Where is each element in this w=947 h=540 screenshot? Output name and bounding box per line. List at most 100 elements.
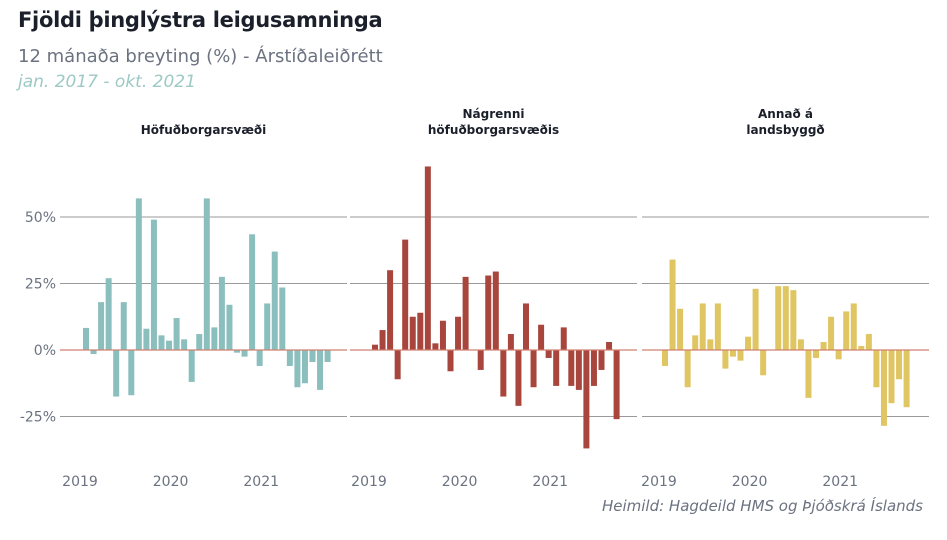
panel-title: Höfuðborgarsvæði [141,123,267,137]
bar [820,342,827,350]
bar [264,303,271,350]
bar [598,350,605,370]
bar [128,350,135,396]
bar [158,335,165,350]
bar [372,344,378,350]
bar [538,324,545,350]
bar [797,339,804,350]
bar [234,350,240,353]
bar [662,350,668,366]
bar [722,350,729,369]
bar [684,350,691,388]
source-note: Heimild: Hagdeild HMS og Þjóðskrá Ísland… [601,497,923,515]
bar [279,287,286,350]
bar [492,271,499,350]
bar [455,316,462,350]
bar [775,286,782,350]
x-tick-label: 2019 [351,474,387,490]
bar [113,350,120,397]
bar [828,316,835,350]
x-tick-label: 2020 [153,474,189,490]
x-tick-label: 2021 [532,474,568,490]
bar [699,303,706,350]
bar [707,339,714,350]
bar [560,327,567,350]
panel-title: Annað á [758,107,813,121]
bar [105,278,112,350]
bar [317,350,324,390]
bar [439,320,446,350]
bar [729,350,736,357]
panel-title: Nágrenni [463,107,525,121]
bar [409,316,416,350]
x-tick-label: 2019 [62,474,98,490]
panel-title: landsbyggð [746,123,824,137]
bar [677,308,684,350]
bar [745,336,752,350]
bar [309,350,316,362]
panel-2: Nágrenni höfuðborgarsvæðis 2019 2020 2021 [350,107,637,490]
bar [83,327,89,350]
bar [90,350,97,354]
bar [575,350,582,390]
bar [226,304,233,350]
bar [606,342,613,350]
bar [294,350,301,388]
chart-title: Fjöldi þinglýstra leigusamninga [18,8,383,32]
bar [462,276,469,350]
bar [669,259,676,350]
bar [523,303,529,350]
bar [188,350,195,382]
bar [553,350,560,386]
y-tick-label: 0% [34,343,56,359]
bar [286,350,293,366]
bar [568,350,575,386]
bar [485,275,492,350]
bar [835,350,842,360]
bar [432,343,439,350]
bar [714,303,721,350]
bar [417,312,424,350]
bar [858,346,865,350]
bar [760,350,767,376]
bar [394,350,401,380]
bar [500,350,507,397]
bar [507,334,514,350]
bar [120,302,127,350]
bar [379,330,386,350]
x-tick-label: 2020 [732,474,768,490]
bar [515,350,522,406]
panel-title: höfuðborgarsvæðis [428,123,559,137]
bar [447,350,454,372]
bar [583,350,590,449]
x-tick-label: 2021 [822,474,858,490]
bar [880,350,887,426]
bar [203,198,210,350]
bar [211,327,218,350]
bar [873,350,880,388]
bar [737,350,744,361]
bar [301,350,308,384]
bar [790,290,797,350]
bar [865,334,872,350]
bar [888,350,895,404]
bar [805,350,812,398]
bar [387,270,394,350]
bar [903,350,910,408]
bar [98,302,105,350]
bar [135,198,142,350]
bar [181,339,188,350]
bar [424,166,431,350]
bar [896,350,903,380]
bar [271,251,278,350]
bar [590,350,597,386]
bar [166,340,173,350]
x-tick-label: 2021 [243,474,279,490]
bar [850,303,857,350]
chart-subtitle: 12 mánaða breyting (%) - Árstíðaleiðrétt [18,46,383,67]
date-range: jan. 2017 - okt. 2021 [18,72,196,92]
bar [196,334,203,350]
panel-1: Höfuðborgarsvæði 2019 2020 2021 [60,123,347,490]
bar [813,350,819,358]
